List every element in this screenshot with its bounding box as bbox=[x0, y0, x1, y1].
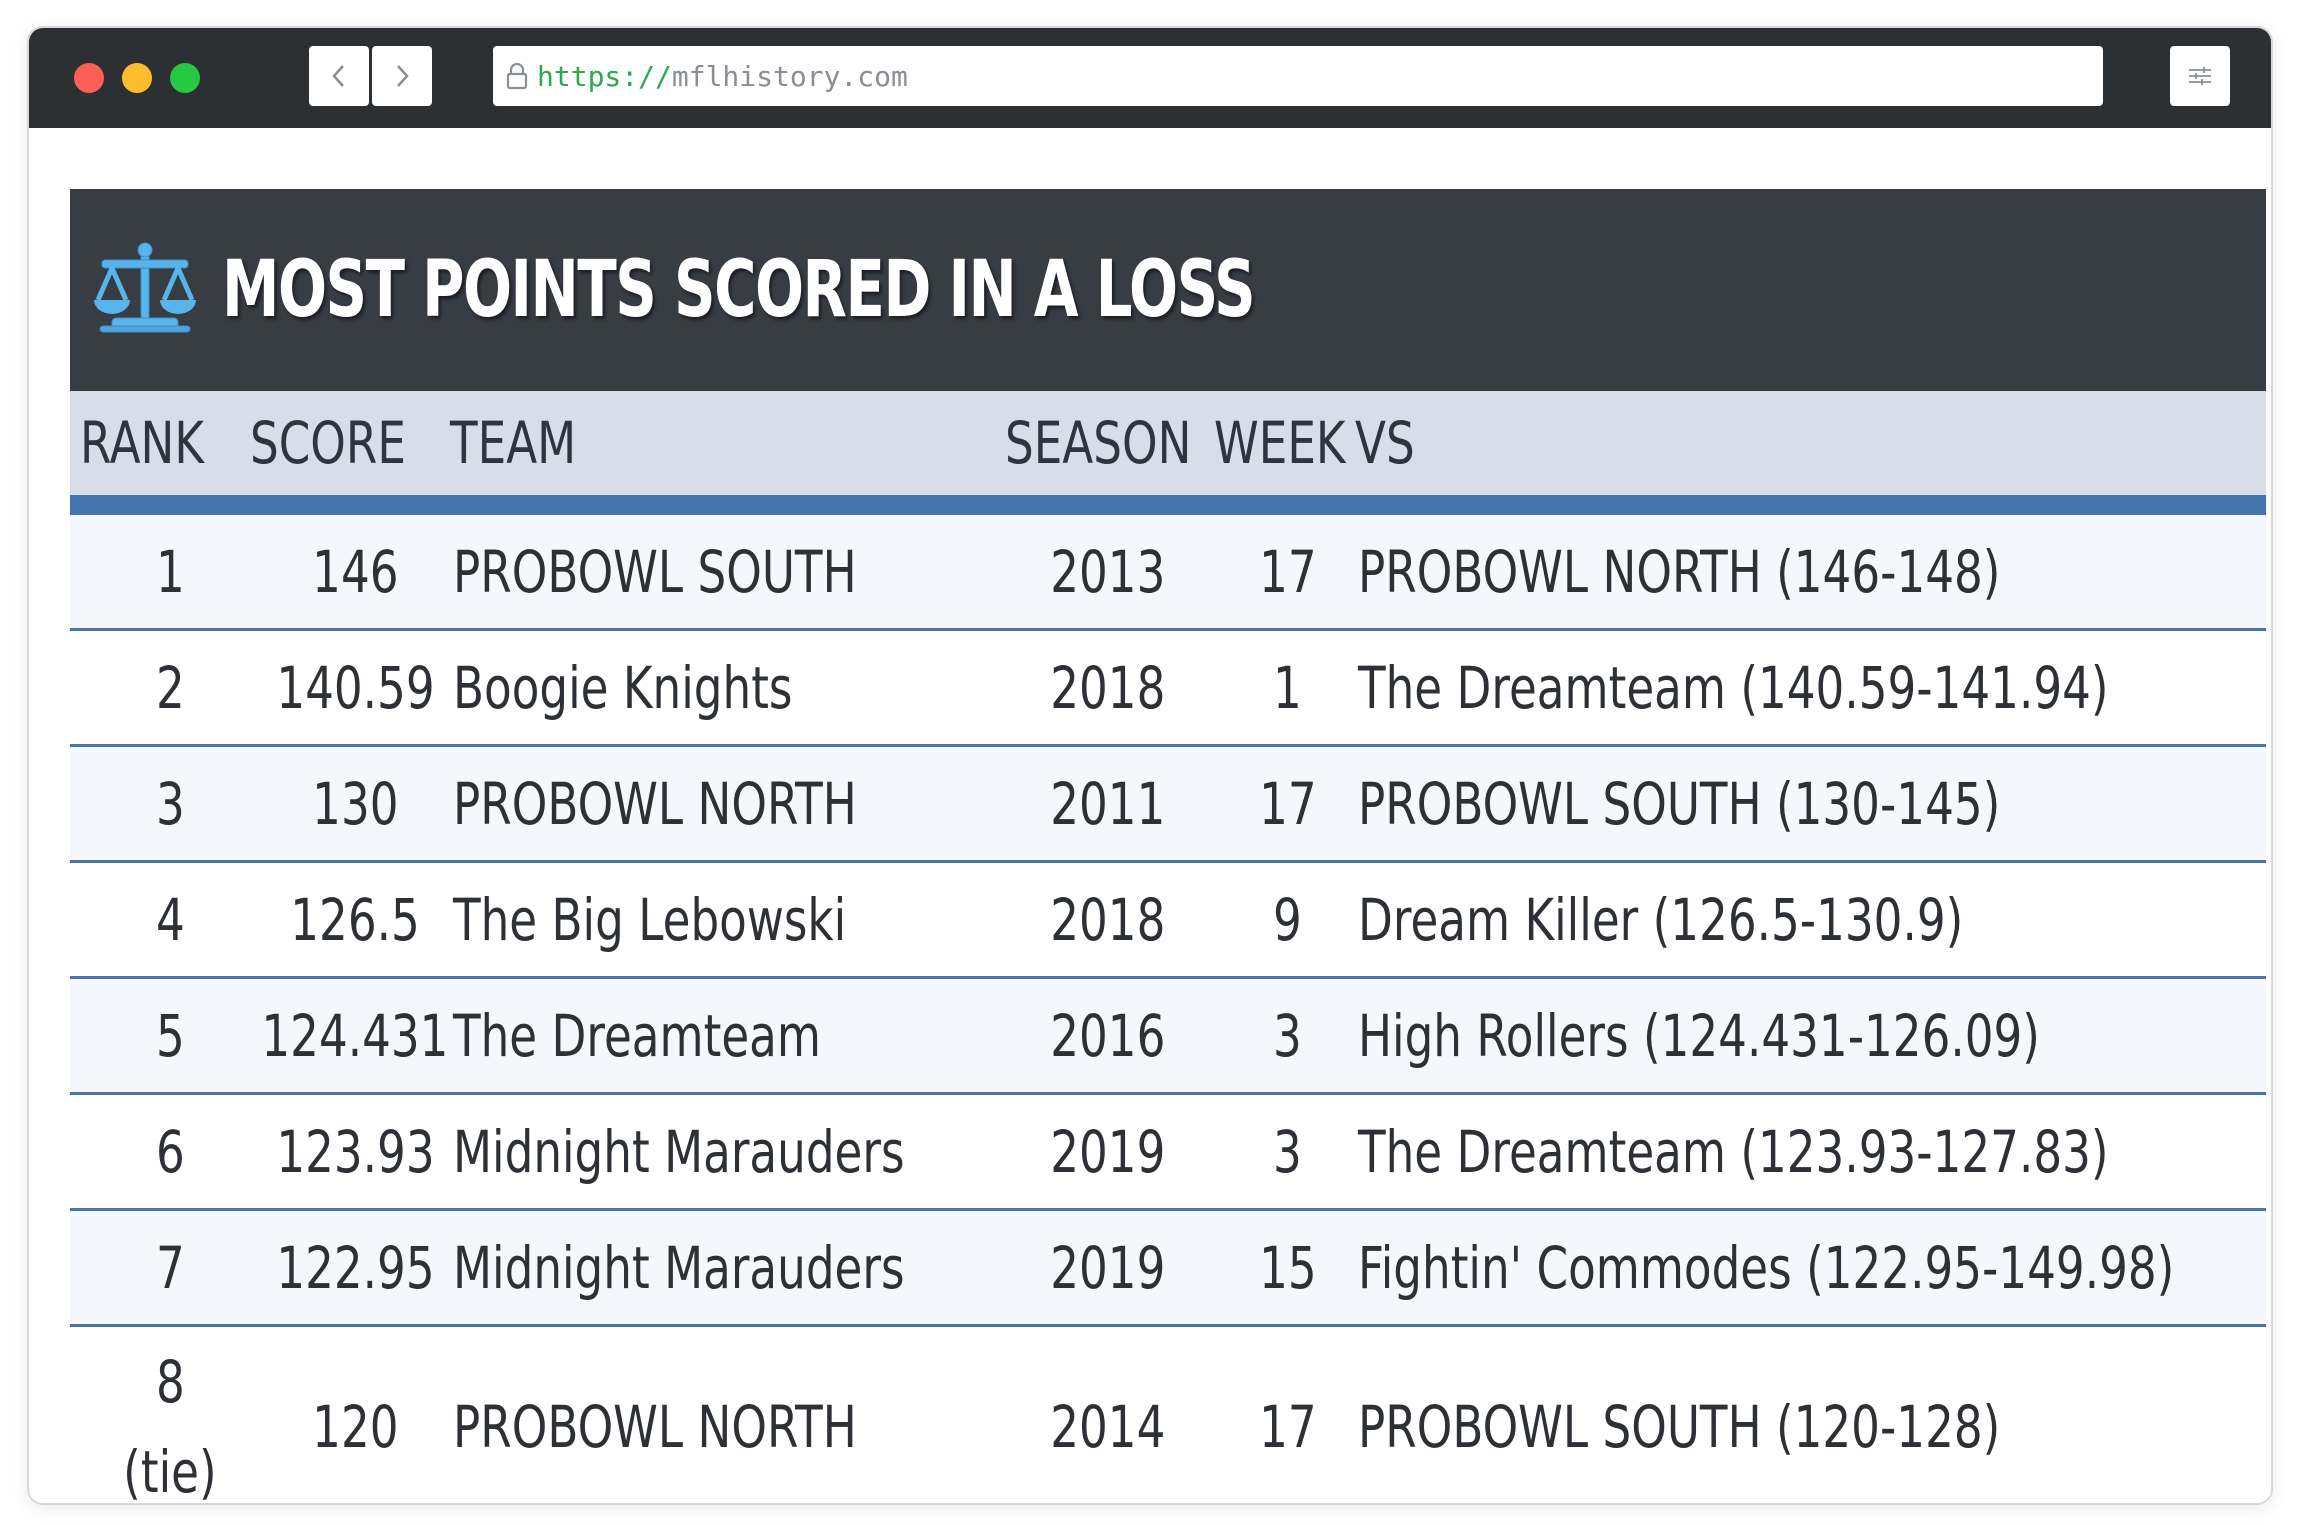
rank-cell: 2 bbox=[155, 653, 185, 722]
team-cell: The Dreamteam bbox=[453, 1001, 821, 1070]
back-button[interactable] bbox=[309, 46, 369, 106]
season-cell: 2014 bbox=[1049, 1393, 1166, 1461]
week-cell: 15 bbox=[1258, 1233, 1317, 1302]
sliders-icon bbox=[2189, 67, 2211, 85]
score-cell: 122.95 bbox=[275, 1233, 435, 1302]
week-cell: 9 bbox=[1273, 885, 1302, 954]
column-header-season[interactable]: SEASON bbox=[1005, 409, 1192, 477]
table-row: 4 126.5 The Big Lebowski 2018 9 Dream Ki… bbox=[70, 863, 2266, 979]
team-cell: PROBOWL NORTH bbox=[453, 1393, 857, 1461]
rank-cell: 6 bbox=[155, 1117, 185, 1186]
column-header-week[interactable]: WEEK bbox=[1214, 409, 1346, 477]
column-header-rank[interactable]: RANK bbox=[80, 409, 205, 477]
table-row: 6 123.93 Midnight Marauders 2019 3 The D… bbox=[70, 1095, 2266, 1211]
column-header-vs[interactable]: VS bbox=[1355, 409, 1415, 477]
team-cell: PROBOWL NORTH bbox=[453, 769, 857, 838]
vs-cell: The Dreamteam (123.93-127.83) bbox=[1358, 1117, 2109, 1186]
season-cell: 2019 bbox=[1049, 1233, 1166, 1302]
vs-cell: PROBOWL NORTH (146-148) bbox=[1358, 537, 2001, 606]
table-row: 8 (tie) 120 PROBOWL NORTH 2014 17 PROBOW… bbox=[70, 1327, 2266, 1503]
vs-cell: Fightin' Commodes (122.95-149.98) bbox=[1358, 1233, 2175, 1302]
score-cell: 146 bbox=[311, 537, 399, 606]
lock-icon bbox=[505, 61, 529, 91]
table-row: 2 140.59 Boogie Knights 2018 1 The Dream… bbox=[70, 631, 2266, 747]
score-cell: 130 bbox=[311, 769, 399, 838]
season-cell: 2018 bbox=[1049, 653, 1166, 722]
week-cell: 17 bbox=[1258, 537, 1317, 606]
rank-cell: 1 bbox=[155, 537, 185, 606]
close-window-button[interactable] bbox=[74, 63, 104, 93]
column-header-team[interactable]: TEAM bbox=[450, 409, 577, 477]
url-scheme: https:// bbox=[537, 59, 672, 93]
season-cell: 2018 bbox=[1049, 885, 1166, 954]
week-cell: 17 bbox=[1258, 769, 1317, 838]
team-cell: The Big Lebowski bbox=[453, 885, 847, 954]
team-cell: Midnight Marauders bbox=[453, 1233, 905, 1302]
vs-cell: Dream Killer (126.5-130.9) bbox=[1358, 885, 1964, 954]
page-content: MOST POINTS SCORED IN A LOSS RANK SCORE … bbox=[29, 128, 2271, 1503]
vs-cell: PROBOWL SOUTH (130-145) bbox=[1358, 769, 2001, 838]
minimize-window-button[interactable] bbox=[122, 63, 152, 93]
scale-icon bbox=[90, 240, 200, 340]
rank-cell: 8 (tie) bbox=[100, 1327, 240, 1503]
week-cell: 3 bbox=[1273, 1001, 1302, 1070]
table-row: 1 146 PROBOWL SOUTH 2013 17 PROBOWL NORT… bbox=[70, 515, 2266, 631]
team-cell: Boogie Knights bbox=[453, 653, 793, 722]
chevron-right-icon bbox=[397, 65, 409, 87]
score-cell: 124.431 bbox=[261, 1001, 449, 1070]
rank-cell: 3 bbox=[155, 769, 185, 838]
vs-cell: PROBOWL SOUTH (120-128) bbox=[1358, 1393, 2001, 1461]
season-cell: 2013 bbox=[1049, 537, 1166, 606]
week-cell: 1 bbox=[1273, 653, 1302, 722]
maximize-window-button[interactable] bbox=[170, 63, 200, 93]
score-cell: 140.59 bbox=[275, 653, 435, 722]
chevron-left-icon bbox=[332, 65, 344, 87]
rank-value: 8 bbox=[155, 1348, 185, 1416]
score-cell: 120 bbox=[311, 1393, 399, 1461]
forward-button[interactable] bbox=[372, 46, 432, 106]
browser-window: https://mflhistory.com bbox=[29, 28, 2271, 1503]
rank-tie-note: (tie) bbox=[123, 1438, 217, 1503]
rank-cell: 4 bbox=[155, 885, 185, 954]
season-cell: 2019 bbox=[1049, 1117, 1166, 1186]
table-row: 5 124.431 The Dreamteam 2016 3 High Roll… bbox=[70, 979, 2266, 1095]
browser-titlebar: https://mflhistory.com bbox=[29, 28, 2271, 128]
week-cell: 17 bbox=[1258, 1393, 1317, 1461]
score-cell: 123.93 bbox=[275, 1117, 435, 1186]
rank-cell: 5 bbox=[155, 1001, 185, 1070]
table-row: 7 122.95 Midnight Marauders 2019 15 Figh… bbox=[70, 1211, 2266, 1327]
team-cell: PROBOWL SOUTH bbox=[453, 537, 857, 606]
url-host: mflhistory.com bbox=[671, 59, 908, 93]
table-title: MOST POINTS SCORED IN A LOSS bbox=[222, 245, 1256, 335]
table-header-banner: MOST POINTS SCORED IN A LOSS bbox=[70, 189, 2266, 391]
season-cell: 2016 bbox=[1049, 1001, 1166, 1070]
season-cell: 2011 bbox=[1049, 769, 1166, 838]
score-cell: 126.5 bbox=[290, 885, 420, 954]
vs-cell: High Rollers (124.431-126.09) bbox=[1358, 1001, 2040, 1070]
team-cell: Midnight Marauders bbox=[453, 1117, 905, 1186]
browser-menu-button[interactable] bbox=[2170, 46, 2230, 106]
table-row: 3 130 PROBOWL NORTH 2011 17 PROBOWL SOUT… bbox=[70, 747, 2266, 863]
week-cell: 3 bbox=[1273, 1117, 1302, 1186]
address-bar[interactable]: https://mflhistory.com bbox=[493, 46, 2103, 106]
rank-cell: 7 bbox=[155, 1233, 185, 1302]
vs-cell: The Dreamteam (140.59-141.94) bbox=[1358, 653, 2109, 722]
records-card: MOST POINTS SCORED IN A LOSS RANK SCORE … bbox=[70, 189, 2266, 1503]
column-header-row: RANK SCORE TEAM SEASON WEEK VS bbox=[70, 391, 2266, 515]
column-header-score[interactable]: SCORE bbox=[250, 409, 406, 477]
